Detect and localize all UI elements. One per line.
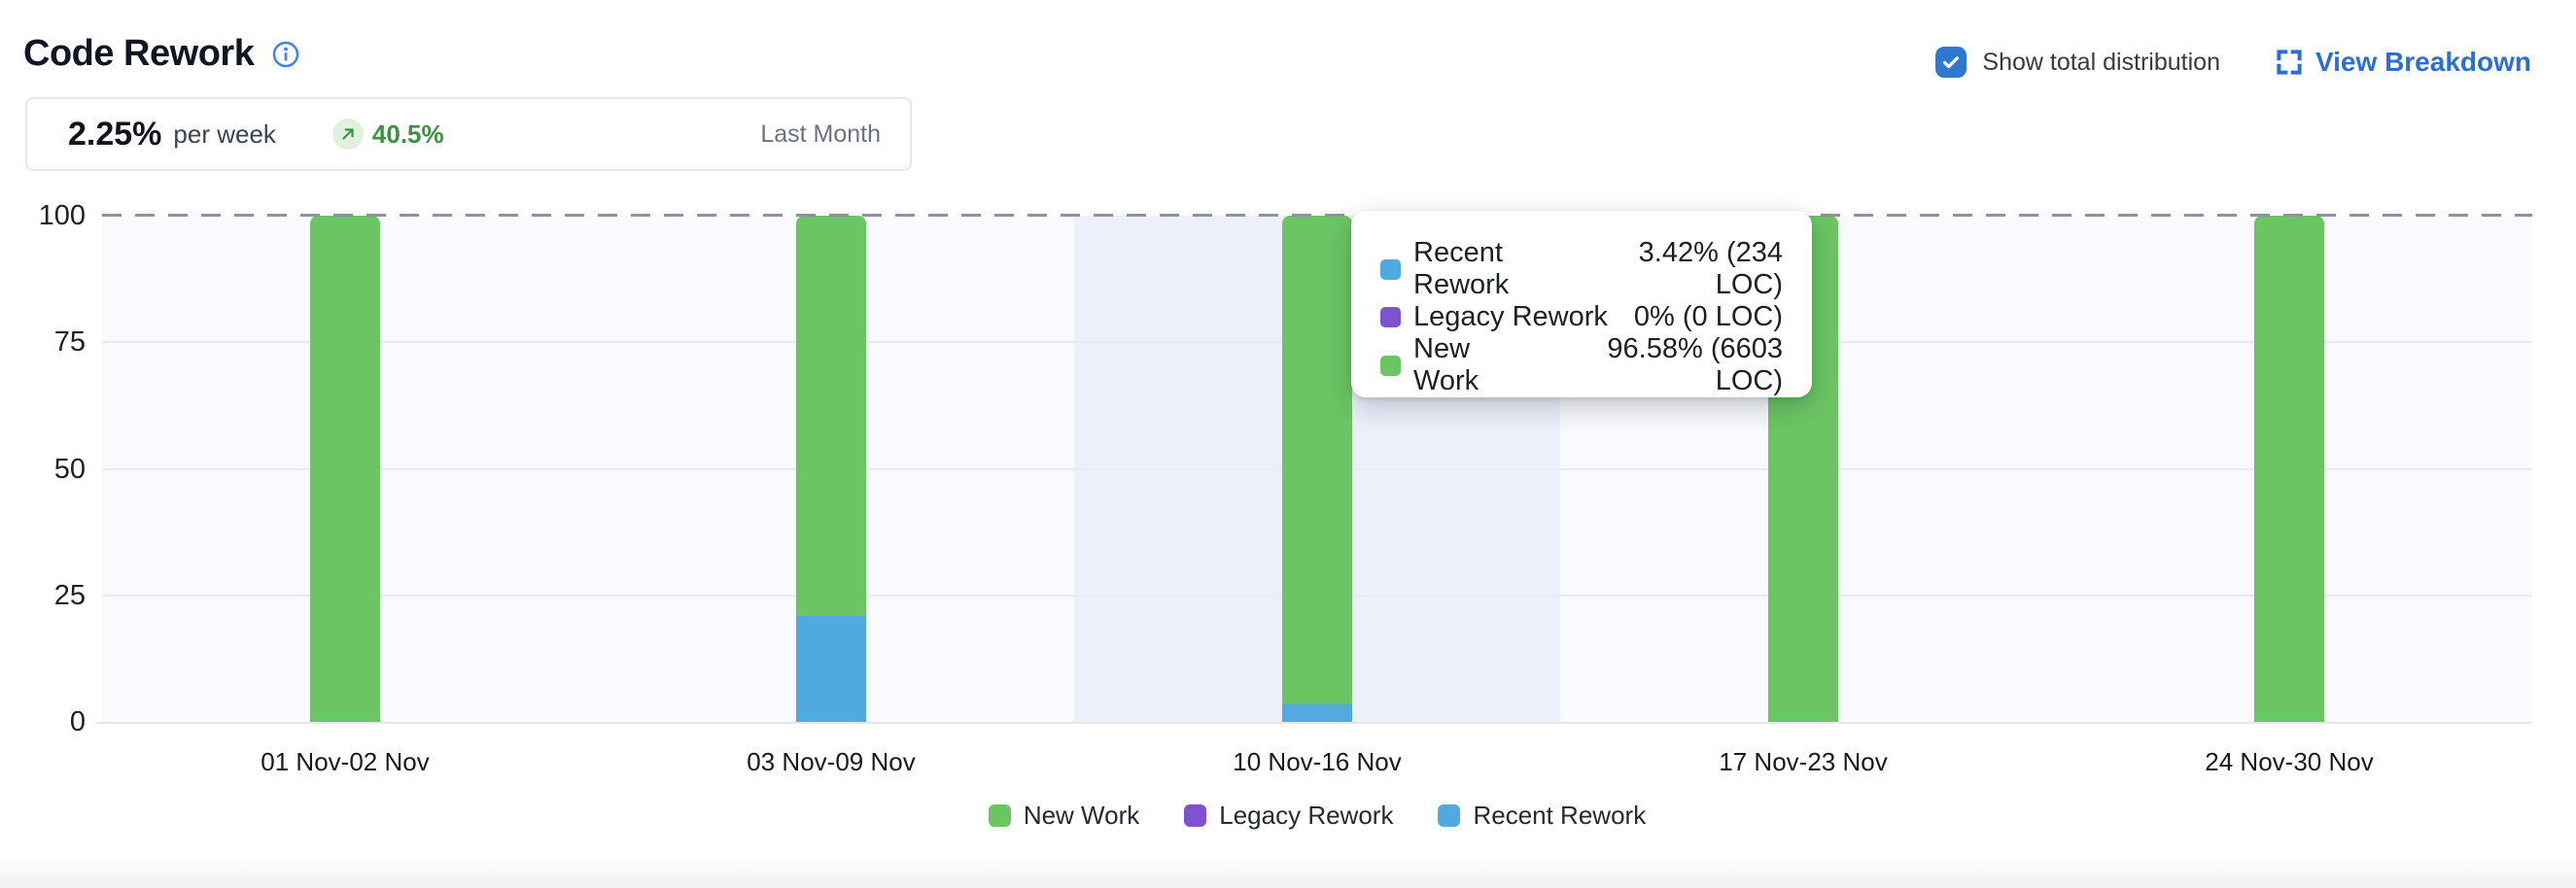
chart-legend: New Work Legacy Rework Recent Rework bbox=[102, 801, 2532, 831]
tooltip-label: Legacy Rework bbox=[1413, 301, 1608, 332]
y-tick-label-50: 50 bbox=[53, 453, 86, 485]
bar-segment-recent-rework-2[interactable] bbox=[1282, 704, 1352, 722]
header-controls: Show total distribution View Breakdown bbox=[1935, 47, 2531, 78]
legend-item-new-work[interactable]: New Work bbox=[988, 801, 1140, 831]
stat-unit: per week bbox=[173, 119, 276, 149]
legend-label: Recent Rework bbox=[1473, 801, 1647, 830]
y-tick-label-25: 25 bbox=[53, 579, 86, 611]
bar-segment-new-work-2[interactable] bbox=[1282, 216, 1352, 705]
legend-label: New Work bbox=[1023, 801, 1140, 830]
legend-swatch bbox=[988, 804, 1011, 827]
x-tick-label-4: 24 Nov-30 Nov bbox=[2205, 747, 2374, 776]
tooltip-row-recent-rework: Recent Rework 3.42% (234 LOC) bbox=[1380, 237, 1783, 301]
bar-segment-recent-rework-1[interactable] bbox=[796, 615, 866, 722]
bar-segment-new-work-1[interactable] bbox=[796, 216, 866, 616]
x-tick-label-2: 10 Nov-16 Nov bbox=[1233, 747, 1402, 776]
legend-item-recent-rework[interactable]: Recent Rework bbox=[1438, 801, 1646, 831]
x-tick-label-3: 17 Nov-23 Nov bbox=[1719, 747, 1888, 776]
legend-label: Legacy Rework bbox=[1219, 801, 1394, 830]
y-tick-label-75: 75 bbox=[53, 326, 86, 359]
trend-value: 40.5% bbox=[371, 119, 444, 149]
show-total-checkbox[interactable] bbox=[1935, 47, 1967, 78]
stat-period: Last Month bbox=[760, 120, 881, 148]
bar-segment-new-work-0[interactable] bbox=[310, 216, 380, 722]
stats-card: 2.25% per week 40.5% Last Month bbox=[25, 97, 912, 171]
stat-value: 2.25% bbox=[68, 115, 162, 153]
legend-item-legacy-rework[interactable]: Legacy Rework bbox=[1184, 801, 1393, 831]
tooltip-row-new-work: New Work 96.58% (6603 LOC) bbox=[1380, 333, 1783, 397]
x-axis-labels: 01 Nov-02 Nov 03 Nov-09 Nov 10 Nov-16 Nov 1… bbox=[102, 746, 2532, 779]
tooltip-label: Recent Rework bbox=[1413, 237, 1510, 300]
section-divider bbox=[0, 859, 2576, 888]
tooltip-row-legacy-rework: Legacy Rework 0% (0 LOC) bbox=[1380, 301, 1783, 333]
page-title: Code Rework bbox=[23, 33, 255, 74]
x-tick-label-1: 03 Nov-09 Nov bbox=[747, 747, 916, 776]
legend-swatch bbox=[1184, 804, 1207, 827]
chart-tooltip: Recent Rework 3.42% (234 LOC) Legacy Rewor… bbox=[1351, 211, 1812, 397]
bar-segment-new-work-4[interactable] bbox=[2254, 216, 2324, 722]
y-tick-label-0: 0 bbox=[69, 706, 86, 737]
y-tick-label-100: 100 bbox=[38, 200, 86, 231]
info-icon[interactable] bbox=[271, 40, 300, 69]
tooltip-swatch bbox=[1380, 307, 1401, 327]
x-tick-label-0: 01 Nov-02 Nov bbox=[261, 747, 430, 776]
expand-icon bbox=[2275, 48, 2304, 77]
tooltip-value: 96.58% (6603 LOC) bbox=[1607, 333, 1783, 396]
tooltip-value: 0% (0 LOC) bbox=[1633, 301, 1783, 332]
legend-swatch bbox=[1438, 804, 1461, 827]
tooltip-swatch bbox=[1380, 258, 1401, 280]
show-total-label[interactable]: Show total distribution bbox=[1982, 48, 2220, 76]
max-dashed-line bbox=[102, 214, 2532, 217]
tooltip-label: New Work bbox=[1413, 333, 1479, 396]
view-breakdown-label: View Breakdown bbox=[2315, 47, 2531, 77]
tooltip-swatch bbox=[1380, 355, 1401, 376]
tooltip-value: 3.42% (234 LOC) bbox=[1638, 237, 1783, 300]
trend-up-icon bbox=[331, 119, 364, 150]
view-breakdown-button[interactable]: View Breakdown bbox=[2275, 47, 2531, 78]
x-axis-line bbox=[96, 722, 2532, 724]
plot-area bbox=[96, 214, 2532, 724]
y-axis-labels: 0 25 50 75 100 bbox=[0, 201, 86, 736]
header: Code Rework bbox=[23, 33, 300, 75]
